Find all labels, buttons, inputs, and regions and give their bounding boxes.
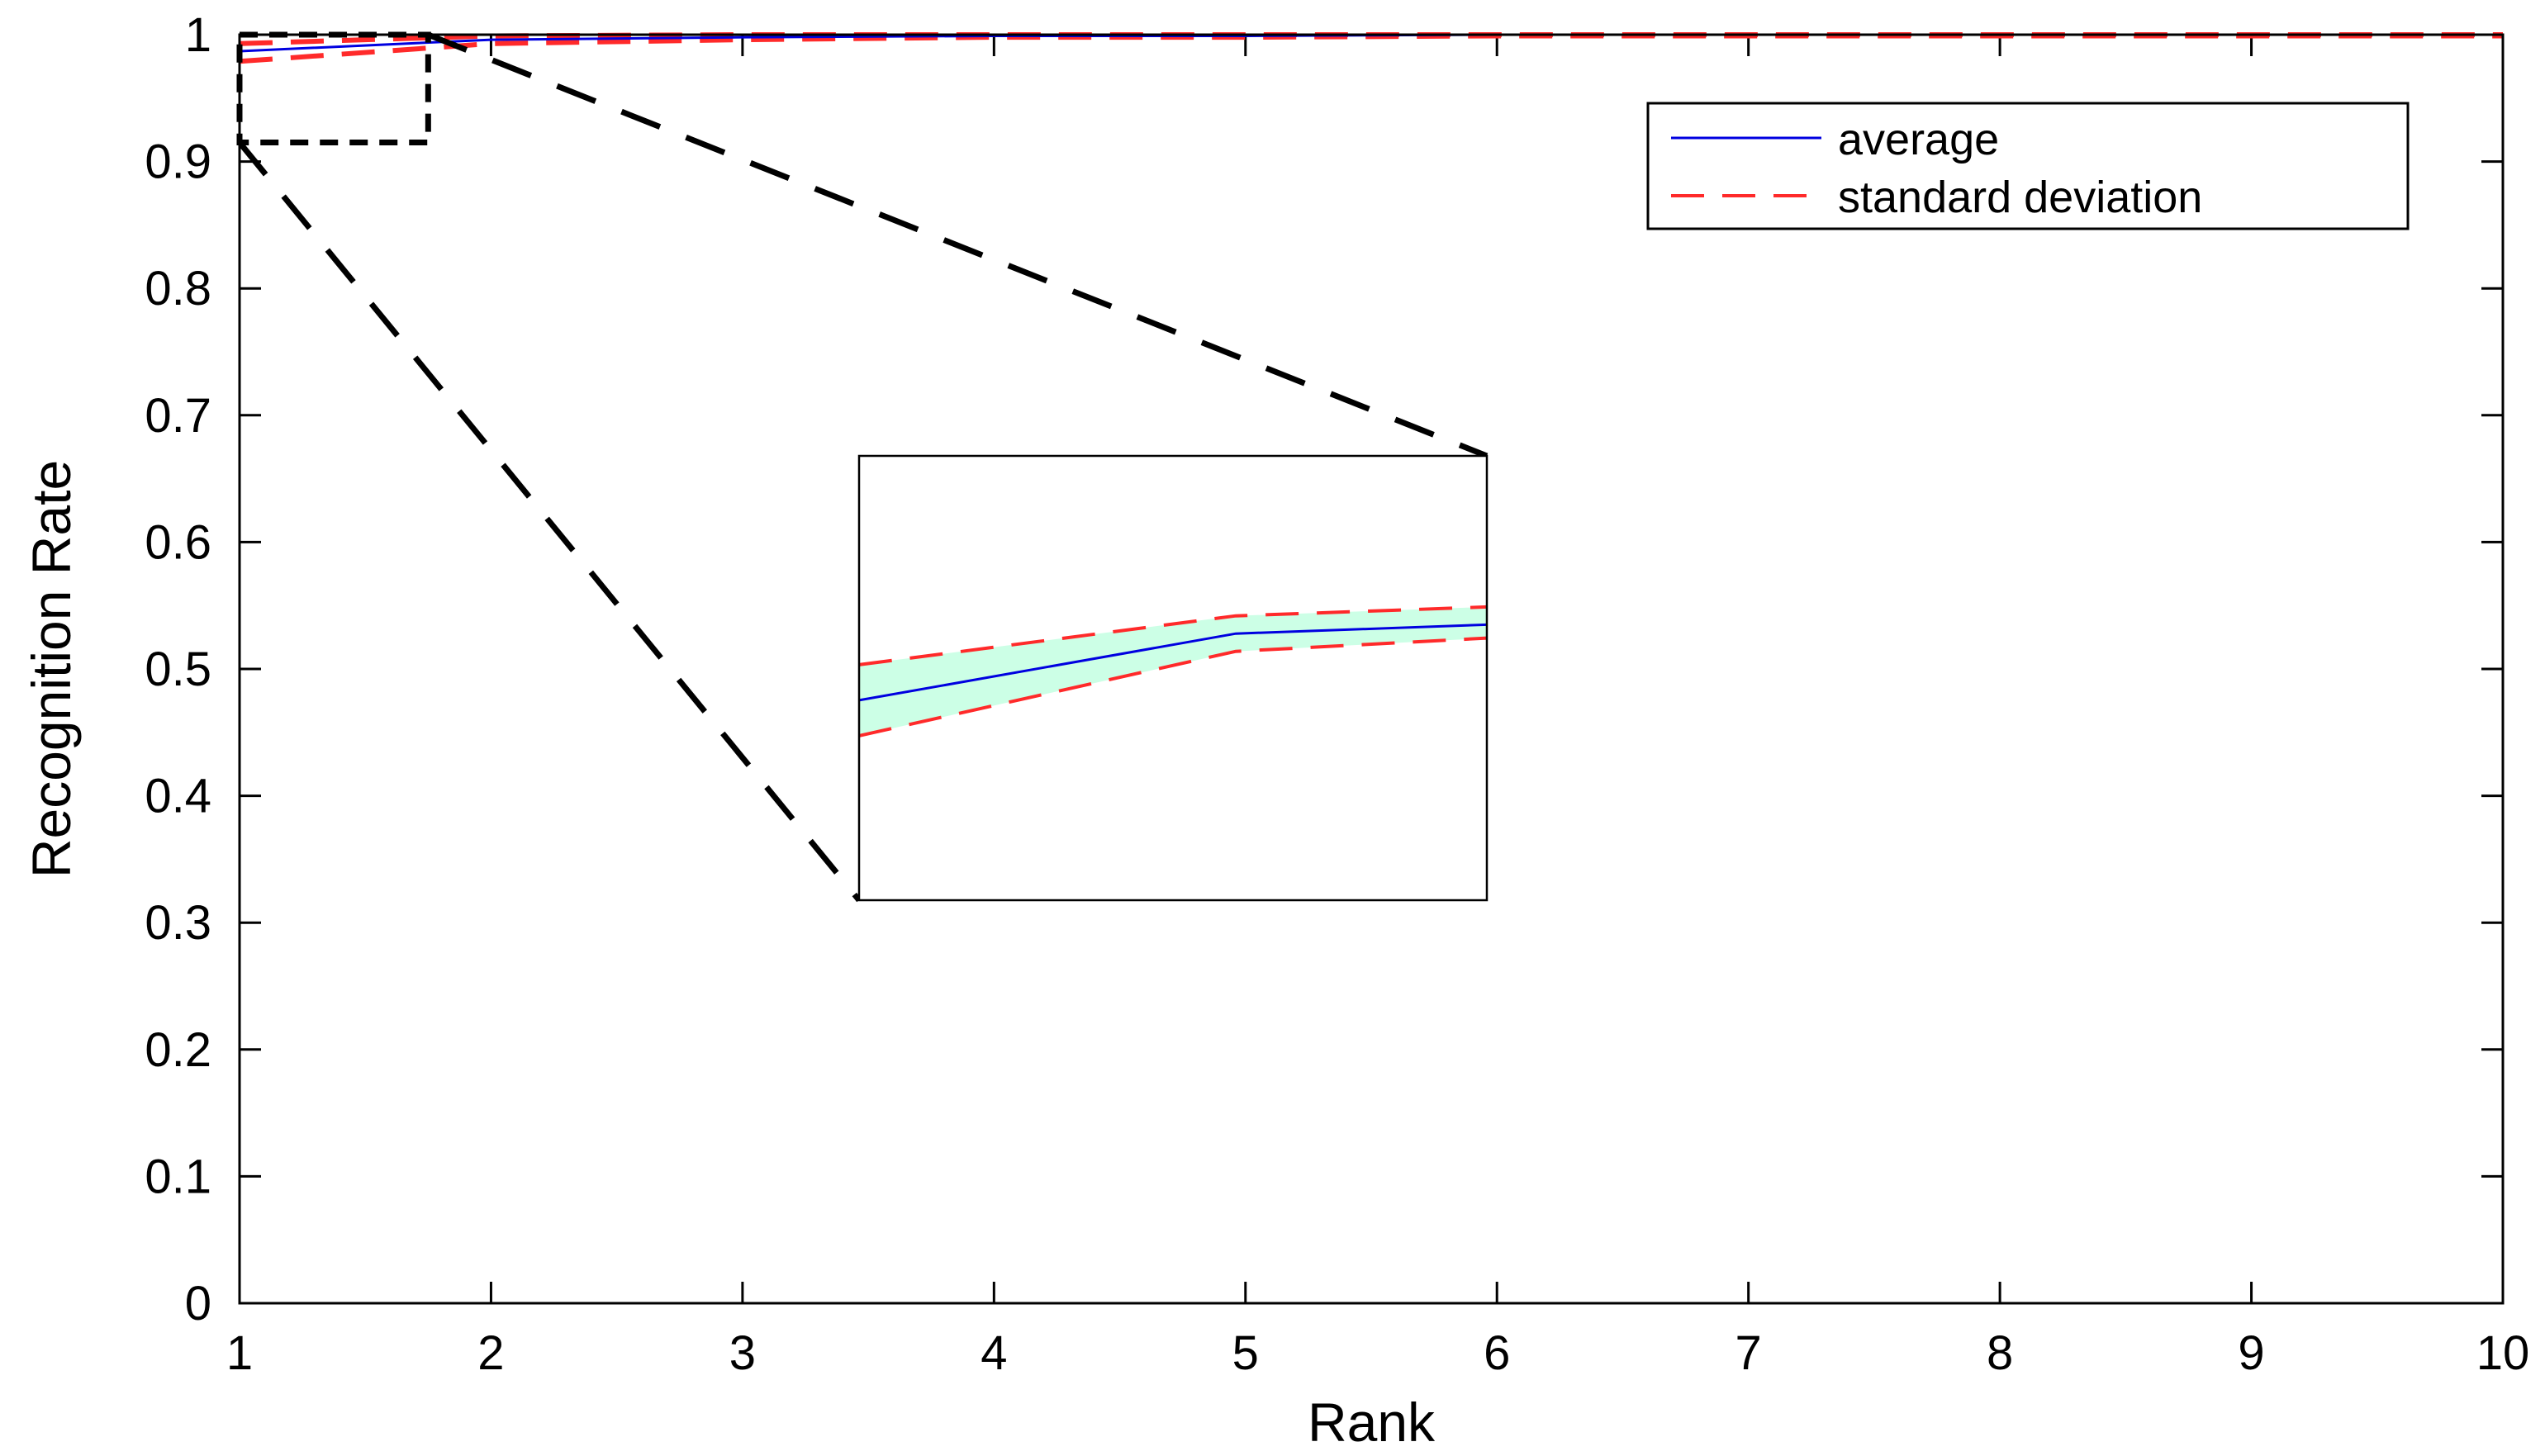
y-tick-label: 0.2 xyxy=(145,1023,211,1077)
y-axis-title: Recognition Rate xyxy=(21,460,82,878)
y-tick-label: 1 xyxy=(185,8,211,62)
y-tick-label: 0.1 xyxy=(145,1150,211,1203)
zoom-inset xyxy=(857,454,1489,902)
legend-label-average: average xyxy=(1838,115,1999,164)
legend-label-standard-deviation: standard deviation xyxy=(1838,173,2202,222)
y-tick-labels: 0 0.1 0.2 0.3 0.4 0.5 0.6 0.7 0.8 0.9 1 xyxy=(145,8,211,1330)
x-tick-label: 2 xyxy=(477,1326,504,1380)
zoom-connector-top xyxy=(427,31,1489,459)
inset-std-band xyxy=(859,606,1487,736)
y-tick-label: 0.9 xyxy=(145,135,211,189)
x-tick-labels: 1 2 3 4 5 6 7 8 9 10 xyxy=(226,1326,2529,1380)
x-tick-label: 8 xyxy=(1987,1326,2013,1380)
x-axis-title: Rank xyxy=(1308,1392,1436,1453)
x-tick-label: 7 xyxy=(1735,1326,1762,1380)
x-tick-label: 1 xyxy=(226,1326,253,1380)
x-tick-label: 3 xyxy=(729,1326,756,1380)
y-tick-label: 0.3 xyxy=(145,896,211,950)
legend: average standard deviation xyxy=(1646,102,2410,230)
y-tick-label: 0.5 xyxy=(145,643,211,696)
plot-area-frame xyxy=(238,33,2505,1305)
x-tick-label: 9 xyxy=(2238,1326,2264,1380)
x-tick-label: 10 xyxy=(2476,1326,2530,1380)
x-tick-label: 6 xyxy=(1484,1326,1510,1380)
y-tick-label: 0 xyxy=(185,1277,211,1330)
std-lower-line xyxy=(239,33,2503,64)
y-tick-label: 0.8 xyxy=(145,262,211,315)
inset-average-line xyxy=(858,623,1488,702)
x-tick-label: 4 xyxy=(980,1326,1007,1380)
zoom-connector-bottom xyxy=(237,140,862,903)
inset-std-lower-line xyxy=(858,636,1488,737)
y-tick-label: 0.7 xyxy=(145,389,211,443)
x-tick-label: 5 xyxy=(1232,1326,1259,1380)
y-tick-label: 0.4 xyxy=(145,770,211,823)
legend-box xyxy=(1646,102,2410,230)
inset-frame xyxy=(857,454,1489,902)
inset-std-upper-line xyxy=(858,605,1488,666)
y-tick-label: 0.6 xyxy=(145,515,211,569)
